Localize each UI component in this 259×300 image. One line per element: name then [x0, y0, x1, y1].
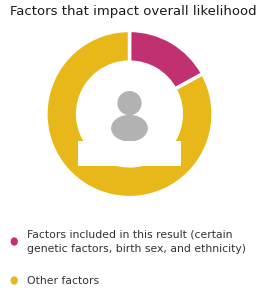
Circle shape	[78, 62, 181, 166]
Wedge shape	[130, 30, 203, 89]
Wedge shape	[46, 30, 213, 198]
Circle shape	[117, 91, 142, 115]
Text: Factors that impact overall likelihood: Factors that impact overall likelihood	[10, 4, 257, 17]
Text: Factors included in this result (certain
genetic factors, birth sex, and ethnici: Factors included in this result (certain…	[27, 229, 246, 254]
Text: Other factors: Other factors	[27, 275, 99, 286]
Ellipse shape	[111, 115, 148, 142]
FancyBboxPatch shape	[78, 141, 181, 166]
